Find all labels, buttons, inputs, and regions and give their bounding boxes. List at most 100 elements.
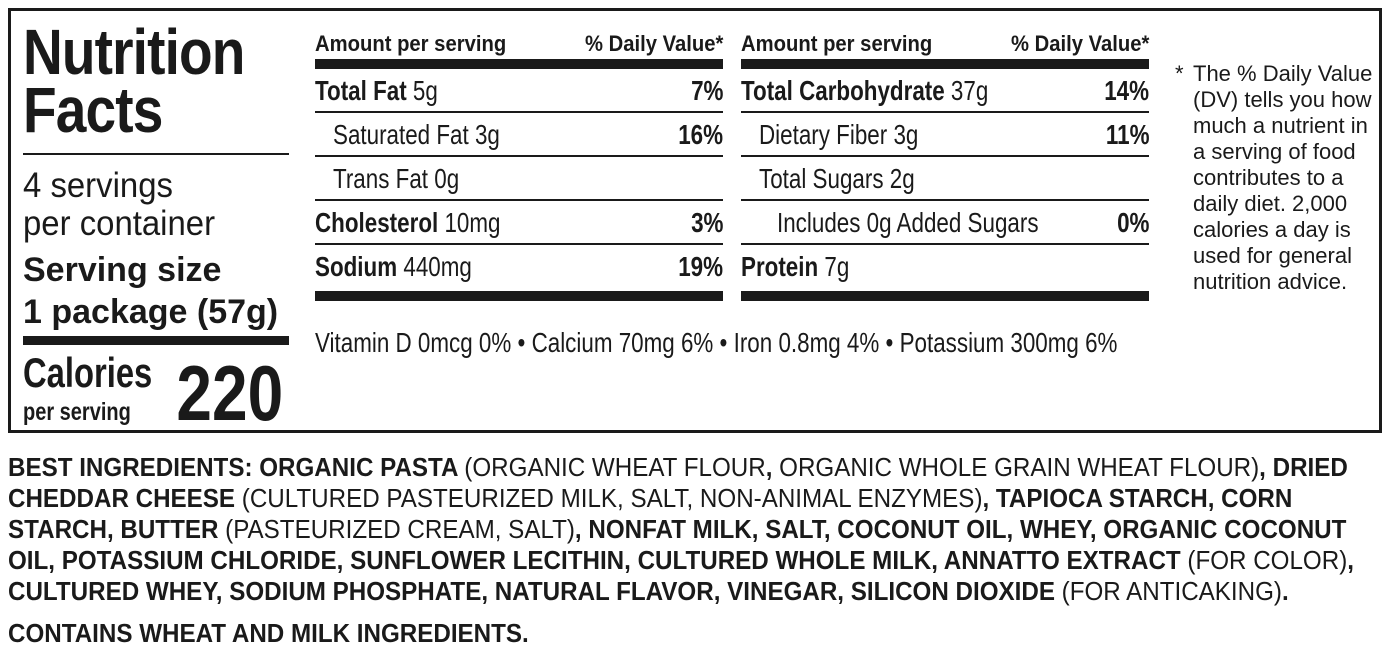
thick-divider bbox=[315, 291, 723, 301]
nutrient-label: Protein 7g bbox=[741, 251, 849, 283]
nutrient-label: Saturated Fat 3g bbox=[333, 119, 500, 151]
nutrition-facts-panel: Nutrition Facts 4 servings per container… bbox=[8, 8, 1382, 433]
nutrient-table-left: Amount per serving % Daily Value* Total Fa… bbox=[315, 21, 723, 301]
nutrient-name-text: Total Sugars bbox=[759, 163, 884, 194]
nutrient-daily-value: 16% bbox=[667, 119, 723, 151]
serving-size-label: Serving size bbox=[23, 251, 222, 289]
nutrient-daily-value: 7% bbox=[683, 75, 723, 107]
divider bbox=[23, 153, 289, 155]
nutrient-label: Dietary Fiber 3g bbox=[759, 119, 918, 151]
nutrient-row: Dietary Fiber 3g 11% bbox=[741, 113, 1149, 157]
header-dv-text: % Daily Value* bbox=[584, 31, 723, 56]
nutrient-name: Sodium 440mg bbox=[315, 251, 511, 283]
nutrient-name-text: Sodium bbox=[315, 251, 398, 282]
ingredient-bold: , DRIED CHEDDAR CHEESE bbox=[8, 452, 1348, 513]
dv-text: 14% bbox=[1104, 75, 1149, 106]
nutrient-amount: 7g bbox=[824, 251, 850, 282]
nutrient-name-text: Protein bbox=[741, 251, 819, 282]
nutrient-name-text: Total Fat bbox=[315, 75, 407, 106]
nutrient-label: Total Fat 5g bbox=[315, 75, 438, 107]
nutrient-amount: 0g bbox=[434, 163, 460, 194]
nutrient-name-text: Total Carbohydrate bbox=[741, 75, 945, 106]
nutrient-name-text: Trans Fat bbox=[333, 163, 429, 194]
footnote-text: The % Daily Value (DV) tells you how muc… bbox=[1193, 61, 1373, 294]
asterisk: * bbox=[1175, 61, 1184, 86]
nutrient-amount: 5g bbox=[412, 75, 438, 106]
nutrient-label: Cholesterol 10mg bbox=[315, 207, 500, 239]
nutrient-row: Trans Fat 0g bbox=[315, 157, 723, 201]
ingredients-text: BEST INGREDIENTS: ORGANIC PASTA (ORGANIC… bbox=[8, 452, 1384, 607]
vitamins-minerals-line: Vitamin D 0mcg 0% • Calcium 70mg 6% • Ir… bbox=[315, 327, 1118, 358]
calories-per-serving-label: per serving bbox=[23, 398, 131, 426]
nutrient-daily-value: 14% bbox=[1093, 75, 1149, 107]
header-daily-value: % Daily Value* bbox=[999, 31, 1149, 57]
nutrient-name: Saturated Fat 3g bbox=[333, 119, 542, 151]
calories-label: Calories bbox=[23, 349, 153, 396]
ingredient-bold: , CULTURED WHEY, SODIUM PHOSPHATE, NATUR… bbox=[8, 545, 1354, 606]
nutrition-facts-title: Nutrition Facts bbox=[23, 16, 245, 146]
nutrient-label: Trans Fat 0g bbox=[333, 163, 459, 195]
ingredient-detail: (FOR COLOR) bbox=[1187, 545, 1348, 575]
ingredient-bold: . bbox=[1281, 576, 1289, 606]
nutrient-label: Total Sugars 2g bbox=[759, 163, 915, 195]
nutrient-name: Total Fat 5g bbox=[315, 75, 469, 107]
nutrient-name: Total Carbohydrate 37g bbox=[741, 75, 1050, 107]
dv-text: 11% bbox=[1105, 119, 1149, 150]
nutrient-daily-value: 19% bbox=[667, 251, 723, 283]
ingredient-detail: ORGANIC WHOLE GRAIN WHEAT FLOUR) bbox=[779, 452, 1260, 482]
nutrient-amount: 10mg bbox=[444, 207, 501, 238]
nutrient-table-right: Amount per serving % Daily Value* Total Ca… bbox=[741, 21, 1149, 301]
header-amount-per-serving: Amount per serving bbox=[741, 31, 949, 57]
nutrient-row: Saturated Fat 3g 16% bbox=[315, 113, 723, 157]
nutrient-amount: 3g bbox=[893, 119, 919, 150]
nutrient-row: Total Fat 5g 7% bbox=[315, 69, 723, 113]
ingredient-detail: (PASTEURIZED CREAM, SALT) bbox=[225, 514, 575, 544]
header-daily-value: % Daily Value* bbox=[573, 31, 723, 57]
ingredient-detail: (FOR ANTICAKING) bbox=[1061, 576, 1282, 606]
allergen-statement: CONTAINS WHEAT AND MILK INGREDIENTS. bbox=[8, 618, 529, 648]
dv-text: 0% bbox=[1116, 207, 1149, 238]
header-amount-per-serving: Amount per serving bbox=[315, 31, 523, 57]
nutrient-amount: 37g bbox=[950, 75, 989, 106]
calories-value: 220 bbox=[176, 349, 283, 437]
header-amount-text: Amount per serving bbox=[315, 31, 507, 56]
nutrient-name: Total Sugars 2g bbox=[759, 163, 954, 195]
nutrient-name: Dietary Fiber 3g bbox=[759, 119, 958, 151]
nutrient-row: Cholesterol 10mg 3% bbox=[315, 201, 723, 245]
nutrient-daily-value: 0% bbox=[1109, 207, 1149, 239]
nutrient-amount: 2g bbox=[889, 163, 915, 194]
header-amount-text: Amount per serving bbox=[741, 31, 933, 56]
ingredients-list: BEST INGREDIENTS: ORGANIC PASTA (ORGANIC… bbox=[8, 452, 1384, 607]
nutrient-row: Total Carbohydrate 37g 14% bbox=[741, 69, 1149, 113]
nutrient-name: Trans Fat 0g bbox=[333, 163, 491, 195]
nutrient-row: Includes 0g Added Sugars 0% bbox=[741, 201, 1149, 245]
serving-size-value: 1 package (57g) bbox=[23, 293, 279, 331]
thick-divider bbox=[23, 336, 289, 345]
nutrient-amount: 3g bbox=[474, 119, 500, 150]
nutrient-name: Includes 0g Added Sugars bbox=[777, 207, 1104, 239]
table-header: Amount per serving % Daily Value* bbox=[741, 21, 1149, 59]
nutrient-name: Cholesterol 10mg bbox=[315, 207, 547, 239]
nutrient-label: Total Carbohydrate 37g bbox=[741, 75, 988, 107]
nutrient-row: Total Sugars 2g bbox=[741, 157, 1149, 201]
nutrient-amount: 440mg bbox=[403, 251, 472, 282]
dv-text: 19% bbox=[678, 251, 723, 282]
dv-text: 3% bbox=[690, 207, 723, 238]
ingredient-bold: , bbox=[765, 452, 780, 482]
ingredient-detail: (ORGANIC WHEAT FLOUR bbox=[464, 452, 766, 482]
nutrient-name-text: Dietary Fiber bbox=[759, 119, 888, 150]
dv-text: 7% bbox=[690, 75, 723, 106]
nutrient-label: Sodium 440mg bbox=[315, 251, 472, 283]
nutrient-name-text: Saturated Fat bbox=[333, 119, 469, 150]
ingredient-detail: (CULTURED PASTEURIZED MILK, SALT, NON-AN… bbox=[241, 483, 983, 513]
nutrient-name-text: Cholesterol bbox=[315, 207, 439, 238]
nutrient-name-text: Includes 0g Added Sugars bbox=[777, 207, 1039, 238]
ingredient-bold: BEST INGREDIENTS: ORGANIC PASTA bbox=[8, 452, 465, 482]
nutrient-label: Includes 0g Added Sugars bbox=[777, 207, 1039, 239]
nutrient-daily-value: 3% bbox=[683, 207, 723, 239]
nutrient-row: Protein 7g bbox=[741, 245, 1149, 291]
servings-per-container: 4 servings per container bbox=[23, 166, 216, 243]
header-dv-text: % Daily Value* bbox=[1010, 31, 1149, 56]
ingredient-bold: , TAPIOCA STARCH, CORN STARCH, BUTTER bbox=[8, 483, 1293, 544]
dv-text: 16% bbox=[678, 119, 723, 150]
